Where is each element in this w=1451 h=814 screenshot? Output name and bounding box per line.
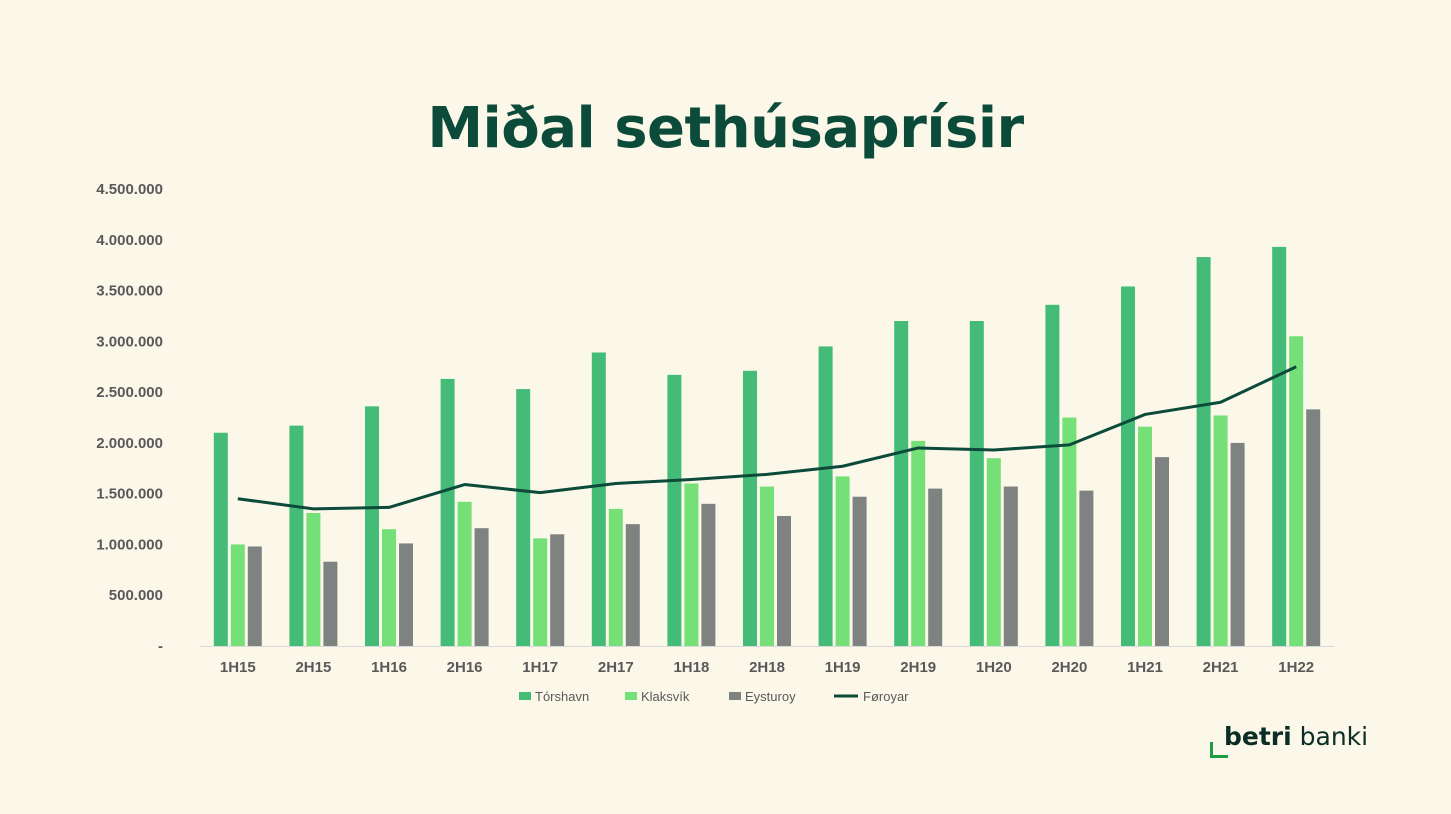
bar-klaksvík — [986, 458, 1001, 646]
y-tick-label: 2.000.000 — [96, 435, 163, 452]
bar-klaksvík — [306, 512, 321, 646]
x-tick-label: 1H19 — [825, 659, 861, 676]
logo-bold: betri — [1224, 722, 1292, 751]
bar-tórshavn — [213, 432, 228, 646]
x-tick-label: 1H15 — [220, 659, 256, 676]
bar-eysturoy — [1079, 490, 1094, 646]
legend-label: Føroyar — [863, 689, 909, 704]
logo-mark-icon — [1210, 742, 1228, 758]
bar-eysturoy — [625, 524, 640, 646]
legend-label: Klaksvík — [641, 689, 690, 704]
bar-tórshavn — [1045, 304, 1060, 646]
y-tick-label: 500.000 — [109, 587, 163, 604]
legend-swatch — [625, 692, 637, 700]
x-tick-label: 2H18 — [749, 659, 785, 676]
x-tick-label: 2H15 — [295, 659, 331, 676]
bar-eysturoy — [323, 561, 338, 646]
bar-eysturoy — [777, 516, 791, 646]
x-tick-label: 1H18 — [673, 659, 709, 676]
chart-title: Miðal sethúsaprísir — [427, 96, 1024, 161]
x-tick-label: 1H20 — [976, 659, 1012, 676]
bar-klaksvík — [533, 538, 548, 646]
bar-tórshavn — [440, 378, 455, 646]
line-foroyar — [237, 365, 1297, 511]
bar-tórshavn — [365, 406, 379, 646]
legend-item: Føroyar — [834, 689, 909, 704]
bar-tórshavn — [1121, 286, 1135, 646]
bar-eysturoy — [1306, 409, 1321, 646]
x-tick-label: 2H16 — [447, 659, 483, 676]
y-axis: - 500.000 1.000.000 1.500.000 2.000.000 2.500… — [96, 181, 1334, 655]
x-tick-label: 2H20 — [1051, 659, 1087, 676]
bar-klaksvík — [1213, 415, 1228, 646]
legend-item: Tórshavn — [519, 689, 589, 704]
y-tick-label: 3.000.000 — [96, 333, 163, 350]
bar-eysturoy — [550, 534, 565, 646]
bar-klaksvík — [835, 476, 850, 646]
bar-tórshavn — [1196, 257, 1211, 646]
bar-eysturoy — [701, 503, 716, 646]
x-tick-label: 2H21 — [1203, 659, 1239, 676]
bar-eysturoy — [1003, 486, 1018, 646]
legend-swatch — [519, 692, 531, 700]
foroyar-line — [237, 365, 1297, 511]
y-tick-label: 4.000.000 — [96, 232, 163, 249]
bar-eysturoy — [1230, 442, 1245, 646]
legend-label: Tórshavn — [535, 689, 589, 704]
bar-eysturoy — [399, 543, 413, 646]
bar-klaksvík — [1062, 417, 1077, 646]
bar-tórshavn — [969, 321, 984, 646]
bar-tórshavn — [667, 374, 682, 646]
legend-swatch — [729, 692, 741, 700]
y-tick-label: 1.500.000 — [96, 486, 163, 503]
y-tick-label: 2.500.000 — [96, 384, 163, 401]
x-tick-label: 1H21 — [1127, 659, 1163, 676]
y-tick-label: - — [158, 638, 163, 655]
legend-item: Klaksvík — [625, 689, 690, 704]
bar-tórshavn — [516, 389, 531, 646]
x-tick-label: 1H22 — [1278, 659, 1314, 676]
y-tick-label: 3.500.000 — [96, 283, 163, 300]
legend: Tórshavn Klaksvík Eysturoy Føroyar — [519, 689, 909, 704]
legend-item: Eysturoy — [729, 689, 796, 704]
x-tick-label: 1H17 — [522, 659, 558, 676]
x-tick-label: 1H16 — [371, 659, 407, 676]
bar-tórshavn — [289, 425, 304, 646]
bar-klaksvík — [760, 486, 774, 646]
bar-tórshavn — [818, 346, 833, 646]
x-tick-label: 2H19 — [900, 659, 936, 676]
bar-klaksvík — [230, 544, 245, 646]
betri-banki-logo: betri banki — [1210, 720, 1370, 762]
bar-tórshavn — [591, 352, 606, 646]
y-tick-label: 4.500.000 — [96, 181, 163, 198]
bar-klaksvík — [608, 508, 623, 646]
bar-klaksvík — [1138, 426, 1152, 646]
bar-eysturoy — [928, 488, 943, 646]
bar-tórshavn — [1272, 246, 1287, 647]
x-tick-label: 2H17 — [598, 659, 634, 676]
bar-tórshavn — [743, 370, 757, 646]
bar-eysturoy — [247, 546, 262, 646]
x-axis: 1H15 2H15 1H16 2H16 1H17 2H17 1H18 2H18 1H19 2H19… — [220, 659, 1314, 676]
bar-klaksvík — [382, 529, 396, 646]
bar-eysturoy — [1155, 457, 1169, 646]
bar-eysturoy — [852, 496, 867, 646]
bar-eysturoy — [474, 528, 489, 646]
bar-klaksvík — [911, 440, 926, 646]
bar-tórshavn — [894, 321, 909, 646]
bar-klaksvík — [1289, 336, 1304, 646]
bar-klaksvík — [457, 501, 472, 646]
logo-rest: banki — [1291, 722, 1369, 751]
legend-label: Eysturoy — [745, 689, 796, 704]
bars — [213, 246, 1321, 647]
y-tick-label: 1.000.000 — [96, 536, 163, 553]
bar-klaksvík — [684, 483, 699, 646]
